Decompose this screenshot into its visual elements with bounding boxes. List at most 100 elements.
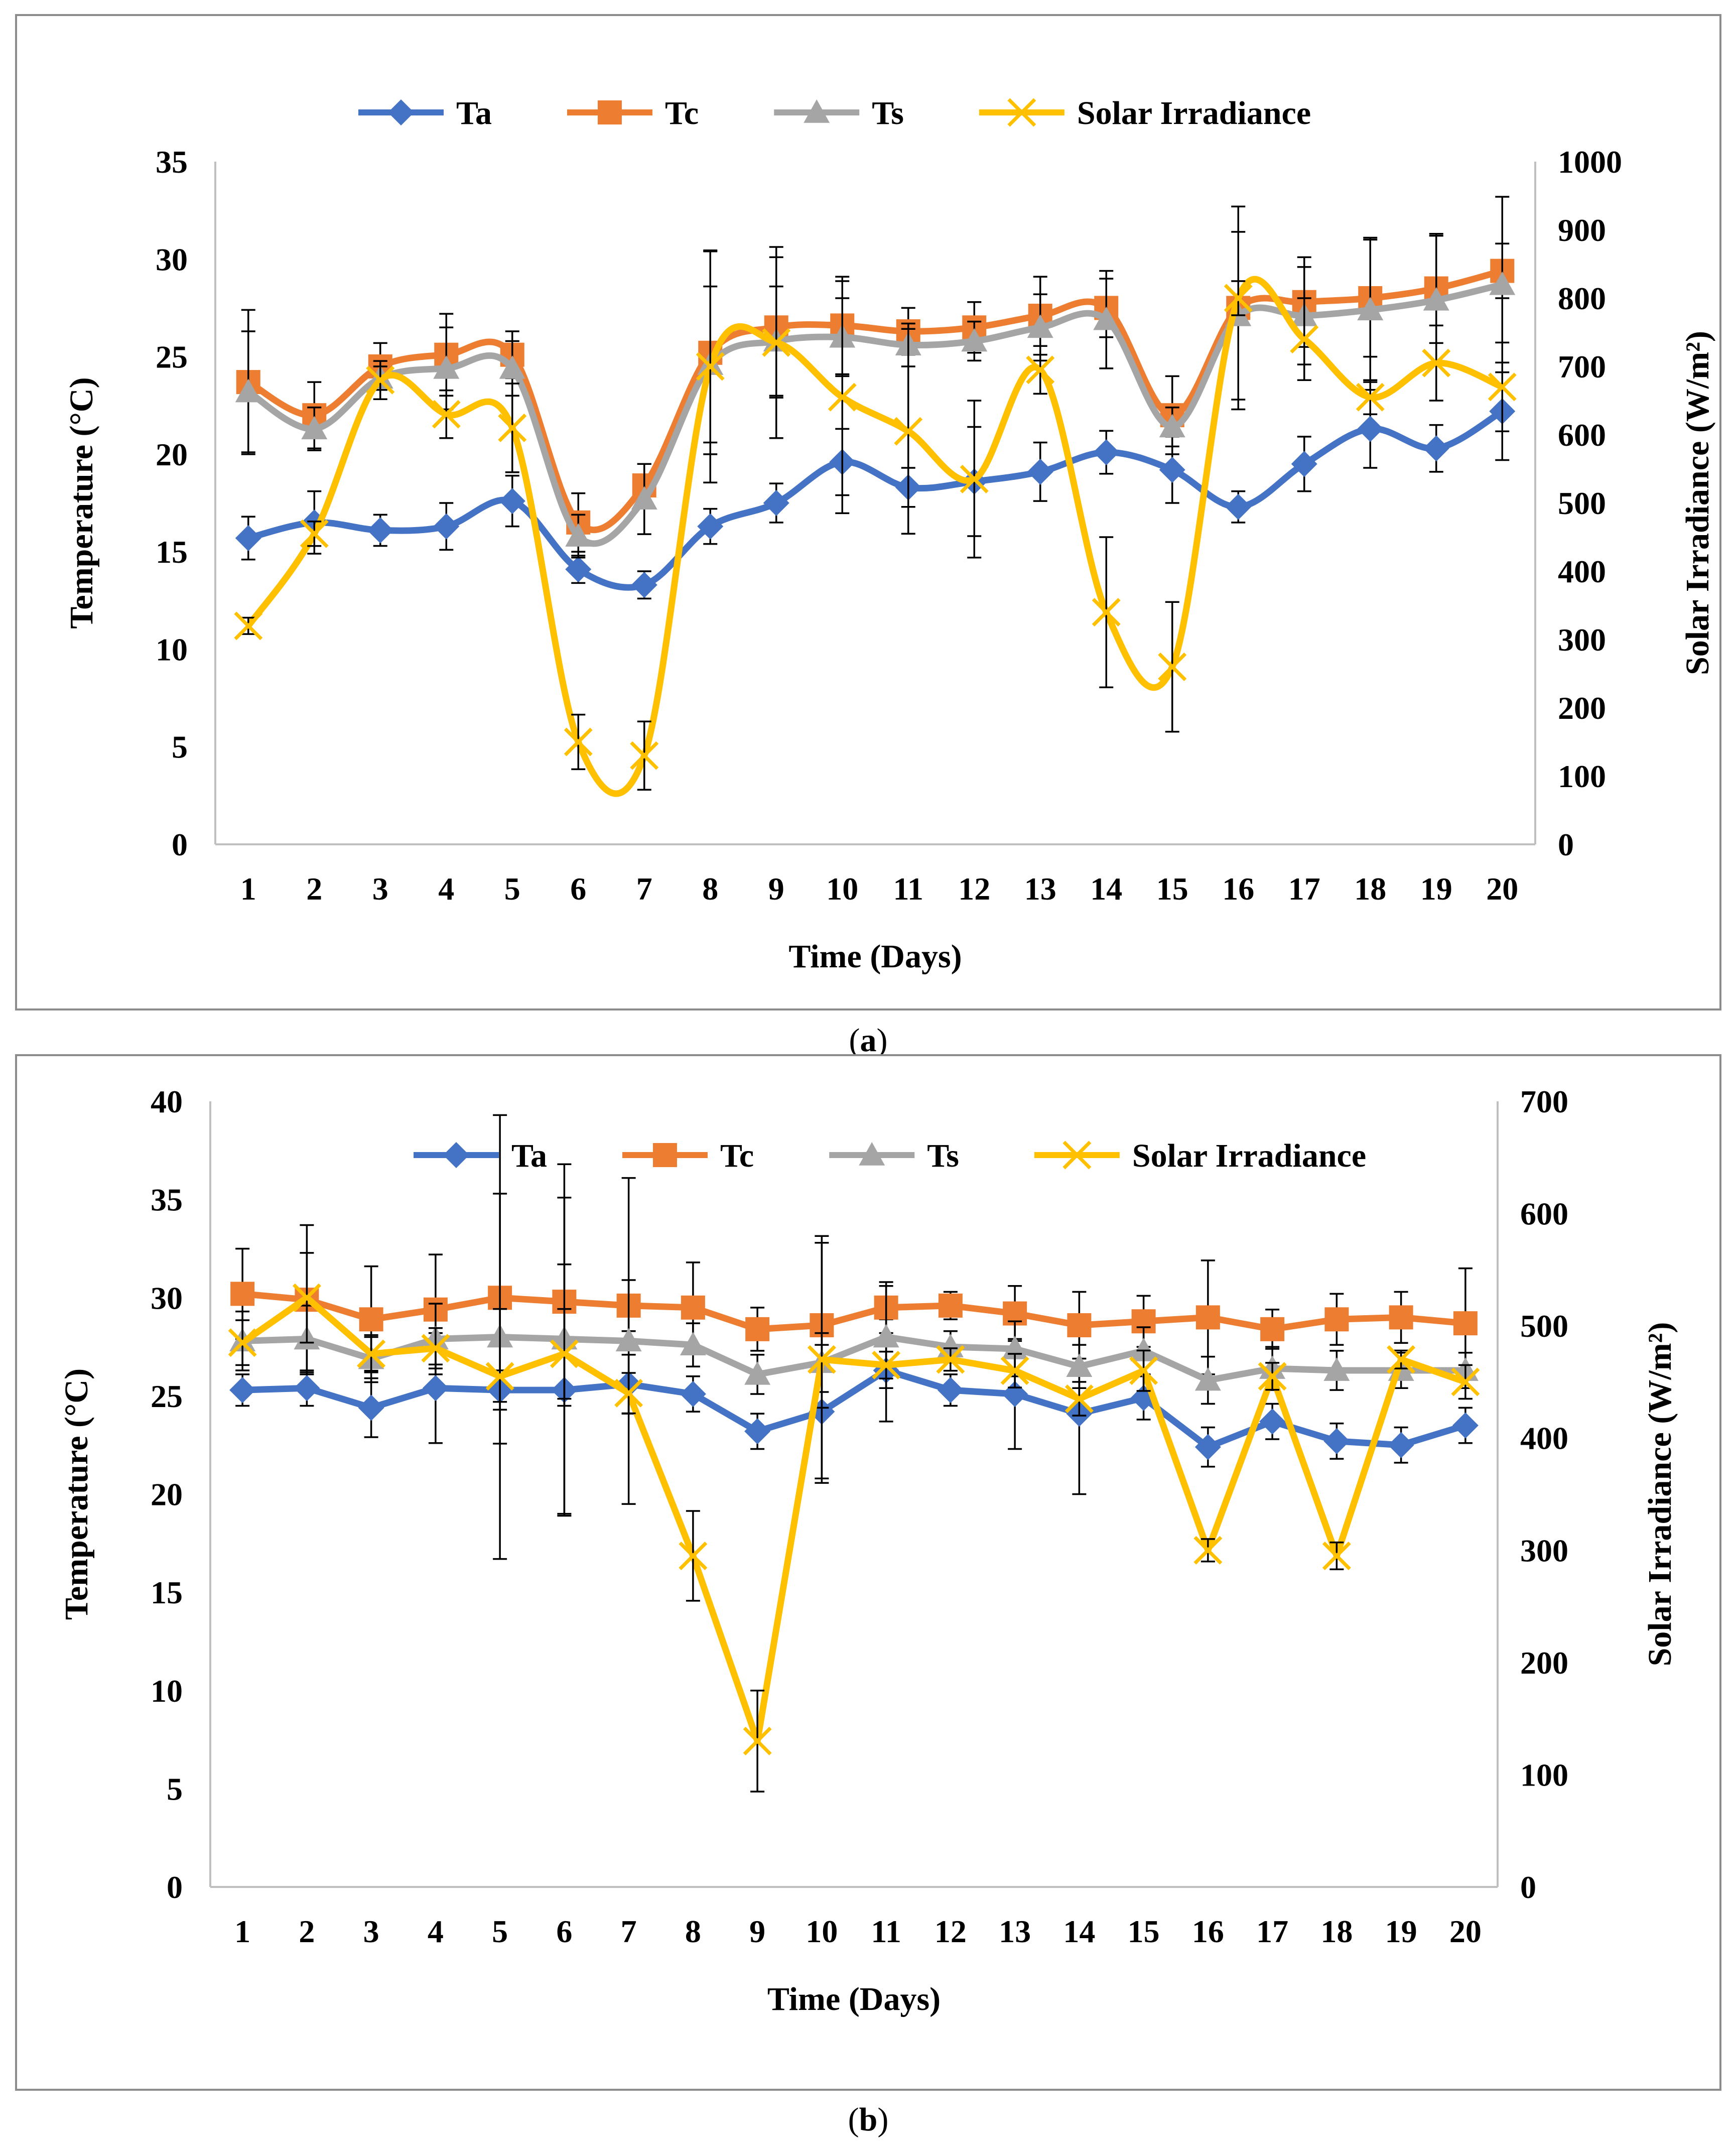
b-data-point: [1389, 1305, 1413, 1330]
b-xtick-label: 20: [1449, 1914, 1482, 1949]
a-data-point: [1356, 383, 1385, 412]
b-series-1: [230, 1193, 1478, 1409]
a-data-point: [300, 519, 329, 548]
a-legend-label: Solar Irradiance: [1077, 95, 1311, 132]
a-xtick-label: 7: [636, 871, 652, 907]
a-data-point: [432, 400, 461, 429]
b-data-point: [1066, 1353, 1093, 1377]
b-xtick-label: 10: [806, 1914, 838, 1949]
a-legend-item-3: Solar Irradiance: [979, 95, 1311, 132]
a-series-2: [235, 196, 1516, 559]
a-data-point-stroke-2: [498, 413, 527, 442]
a-data-point-stroke-2: [696, 352, 725, 381]
b-xtick-label: 2: [299, 1914, 315, 1949]
b-data-point-stroke-2: [1193, 1536, 1223, 1565]
a-xtick-label: 12: [958, 871, 990, 907]
a-ytick-left-label: 20: [156, 437, 188, 472]
caption-letter-b: b: [859, 2101, 878, 2138]
b-ytick-right-label: 100: [1520, 1757, 1568, 1793]
b-data-point: [292, 1283, 321, 1312]
b-data-point: [873, 1324, 899, 1348]
a-xtick-label: 6: [570, 871, 586, 907]
b-xtick-label: 19: [1385, 1914, 1417, 1949]
b-xtick-label: 4: [428, 1914, 444, 1949]
b-ytick-right-label: 0: [1520, 1869, 1536, 1905]
a-data-point: [1027, 458, 1053, 485]
b-data-point: [679, 1541, 708, 1570]
a-data-point: [1027, 314, 1053, 338]
a-data-point: [235, 525, 261, 551]
a-data-point: [1422, 348, 1451, 377]
b-data-point: [1388, 1432, 1414, 1458]
a-data-point: [763, 490, 789, 516]
a-data-point-stroke-2: [1158, 652, 1187, 681]
b-data-point: [550, 1339, 579, 1368]
b-data-point: [743, 1726, 772, 1755]
b-data-point-stroke-2: [1064, 1384, 1094, 1413]
a-ytick-right-label: 0: [1558, 827, 1574, 862]
a-data-point: [1224, 284, 1253, 313]
a-data-point: [499, 355, 525, 379]
a-series-line-0: [247, 408, 1504, 591]
b-xtick-label: 6: [556, 1914, 572, 1949]
a-data-point-stroke-2: [366, 365, 395, 395]
a-data-point: [1159, 456, 1185, 483]
a-data-point: [433, 513, 460, 540]
b-ytick-right-label: 200: [1520, 1645, 1568, 1681]
b-xtick-label: 5: [492, 1914, 508, 1949]
b-data-point: [421, 1334, 450, 1363]
a-data-point: [894, 417, 923, 446]
a-legend-swatch-marker: [388, 99, 414, 125]
panel-caption-a: (a): [849, 1022, 888, 1059]
a-data-point: [1291, 451, 1317, 477]
b-data-point: [615, 1328, 642, 1352]
b-data-point: [1064, 1384, 1094, 1413]
a-xtick-label: 5: [504, 871, 520, 907]
b-data-point: [1129, 1356, 1158, 1385]
b-data-point-stroke-2: [228, 1328, 257, 1357]
a-ytick-right-label: 100: [1558, 758, 1606, 794]
a-ytick-right-label: 600: [1558, 417, 1606, 453]
b-data-point: [359, 1307, 383, 1332]
b-data-point: [1194, 1434, 1221, 1460]
a-ytick-left-label: 15: [156, 534, 188, 570]
b-data-point-stroke-2: [421, 1334, 450, 1363]
b-legend-label: Solar Irradiance: [1132, 1137, 1366, 1174]
b-ytick-right-label: 500: [1520, 1308, 1568, 1344]
a-data-point: [1026, 355, 1055, 385]
a-xtick-label: 17: [1288, 871, 1320, 907]
b-xtick-label: 16: [1192, 1914, 1224, 1949]
a-data-point: [631, 486, 657, 510]
b-data-point-stroke-2: [1258, 1362, 1287, 1391]
a-data-point: [1225, 493, 1252, 520]
b-xtick-label: 15: [1128, 1914, 1160, 1949]
b-data-point: [1452, 1412, 1479, 1439]
a-xtick-label: 14: [1090, 871, 1122, 907]
b-data-point-stroke-2: [679, 1541, 708, 1570]
a-ytick-right-label: 800: [1558, 281, 1606, 316]
b-data-point-stroke-2: [743, 1726, 772, 1755]
a-legend-swatch-marker: [804, 99, 830, 123]
b-data-point: [1451, 1367, 1480, 1397]
b-legend-swatch-marker: [652, 1143, 677, 1167]
a-data-point-stroke-2: [630, 741, 659, 770]
b-legend-item-0: Ta: [414, 1137, 547, 1174]
a-ytick-right-label: 1000: [1558, 144, 1622, 180]
b-data-point: [744, 1418, 771, 1445]
a-ytick-left-label: 5: [172, 729, 188, 765]
b-data-point: [807, 1345, 836, 1374]
b-data-point: [422, 1375, 449, 1402]
b-legend-swatch-marker: [443, 1142, 469, 1168]
b-data-point-stroke-2: [1451, 1367, 1480, 1397]
a-series-1: [236, 205, 1515, 553]
b-data-point: [1002, 1380, 1028, 1407]
a-legend-item-2: Ts: [774, 95, 904, 132]
a-data-point-stroke-2: [1422, 348, 1451, 377]
a-data-point: [961, 328, 988, 352]
b-data-point: [1260, 1317, 1285, 1341]
b-data-point: [680, 1380, 706, 1407]
a-xtick-label: 2: [306, 871, 322, 907]
a-data-point-stroke-2: [762, 328, 791, 357]
b-data-point-stroke-2: [1129, 1356, 1158, 1385]
a-data-point-stroke-2: [300, 519, 329, 548]
